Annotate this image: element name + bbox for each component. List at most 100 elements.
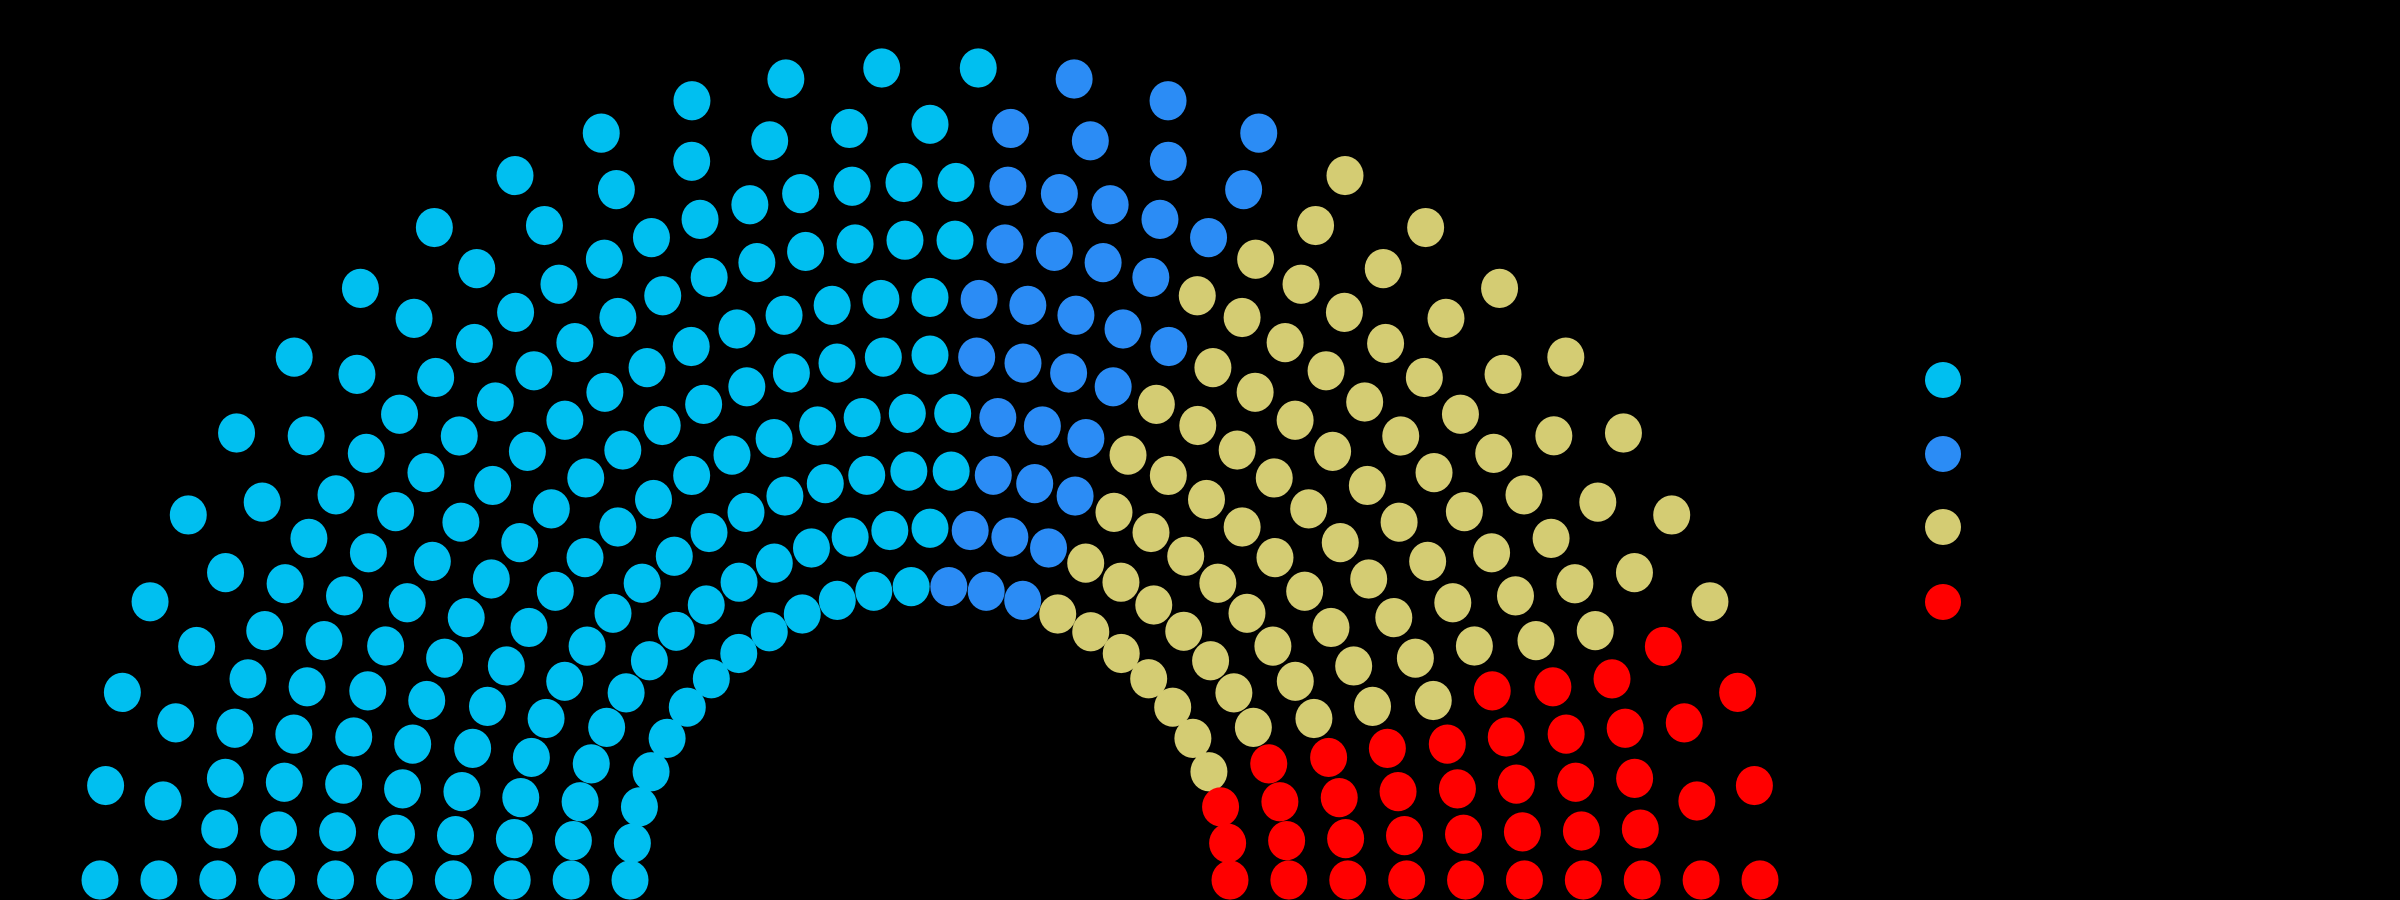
legend-item-party-2[interactable]	[1925, 434, 1989, 474]
seat[interactable]	[1261, 782, 1299, 822]
seat[interactable]	[755, 543, 793, 583]
seat[interactable]	[1368, 728, 1406, 768]
seat[interactable]	[468, 686, 506, 726]
seat[interactable]	[1223, 297, 1261, 338]
seat[interactable]	[1653, 495, 1691, 535]
seat[interactable]	[830, 108, 868, 149]
seat[interactable]	[426, 638, 464, 678]
seat[interactable]	[582, 113, 620, 153]
seat[interactable]	[765, 295, 803, 335]
seat[interactable]	[1445, 814, 1483, 854]
seat[interactable]	[508, 431, 546, 472]
seat[interactable]	[338, 354, 376, 394]
seat[interactable]	[992, 108, 1030, 149]
seat[interactable]	[1314, 431, 1352, 472]
legend-item-party-3[interactable]	[1925, 507, 1989, 547]
seat[interactable]	[673, 81, 711, 121]
seat[interactable]	[681, 199, 719, 240]
seat[interactable]	[556, 322, 594, 363]
seat[interactable]	[766, 476, 804, 516]
seat[interactable]	[632, 218, 670, 258]
seat[interactable]	[1535, 416, 1573, 456]
seat[interactable]	[515, 351, 553, 391]
seat[interactable]	[1286, 571, 1324, 611]
seat[interactable]	[1414, 680, 1452, 721]
seat[interactable]	[871, 510, 909, 551]
seat[interactable]	[199, 860, 237, 900]
seat[interactable]	[1505, 475, 1543, 515]
seat[interactable]	[1380, 502, 1418, 542]
seat[interactable]	[140, 860, 178, 900]
seat[interactable]	[1312, 607, 1350, 648]
seat[interactable]	[951, 510, 989, 551]
seat[interactable]	[1517, 621, 1555, 661]
seat[interactable]	[1367, 323, 1405, 364]
seat[interactable]	[1071, 121, 1109, 161]
seat[interactable]	[1132, 512, 1170, 553]
seat[interactable]	[1067, 418, 1105, 459]
seat[interactable]	[1250, 744, 1288, 784]
seat[interactable]	[341, 268, 379, 308]
seat[interactable]	[1149, 455, 1187, 496]
seat[interactable]	[1178, 276, 1216, 316]
seat[interactable]	[1320, 777, 1358, 818]
seat[interactable]	[1348, 465, 1386, 506]
seat[interactable]	[1150, 326, 1188, 367]
seat[interactable]	[546, 400, 584, 440]
seat[interactable]	[607, 673, 645, 713]
seat[interactable]	[1154, 687, 1192, 727]
seat[interactable]	[668, 687, 706, 727]
seat[interactable]	[1276, 400, 1314, 440]
seat[interactable]	[1346, 382, 1384, 422]
seat[interactable]	[1691, 582, 1729, 622]
seat[interactable]	[1415, 453, 1453, 493]
seat[interactable]	[207, 553, 245, 593]
seat[interactable]	[447, 597, 485, 638]
seat[interactable]	[436, 815, 474, 856]
seat[interactable]	[1665, 703, 1703, 743]
seat[interactable]	[720, 562, 758, 602]
seat[interactable]	[930, 566, 968, 607]
seat[interactable]	[833, 166, 871, 206]
seat[interactable]	[1335, 646, 1373, 686]
seat[interactable]	[554, 821, 592, 861]
seat[interactable]	[1735, 765, 1773, 806]
seat[interactable]	[229, 659, 267, 699]
seat[interactable]	[395, 298, 433, 339]
seat[interactable]	[455, 323, 493, 364]
seat[interactable]	[1644, 626, 1682, 667]
seat[interactable]	[1067, 543, 1105, 583]
seat[interactable]	[727, 492, 765, 533]
legend-item-party-1[interactable]	[1925, 360, 1989, 400]
seat[interactable]	[974, 455, 1012, 495]
seat[interactable]	[588, 707, 626, 748]
seat[interactable]	[718, 309, 756, 349]
seat[interactable]	[934, 393, 972, 434]
seat[interactable]	[394, 724, 432, 764]
seat[interactable]	[496, 155, 534, 196]
seat[interactable]	[1268, 821, 1306, 861]
seat[interactable]	[1236, 372, 1274, 412]
seat[interactable]	[1606, 708, 1644, 748]
seat[interactable]	[1407, 207, 1445, 248]
seat[interactable]	[911, 508, 949, 548]
seat[interactable]	[305, 621, 343, 661]
seat[interactable]	[959, 48, 997, 88]
seat[interactable]	[751, 121, 789, 161]
seat[interactable]	[1364, 249, 1402, 289]
seat[interactable]	[472, 559, 510, 599]
seat[interactable]	[585, 239, 623, 279]
seat[interactable]	[1484, 354, 1522, 394]
seat[interactable]	[1040, 174, 1078, 214]
seat[interactable]	[178, 626, 216, 667]
seat[interactable]	[347, 433, 385, 474]
seat[interactable]	[888, 393, 926, 434]
seat[interactable]	[474, 465, 512, 506]
seat[interactable]	[986, 224, 1024, 264]
seat[interactable]	[1473, 671, 1511, 711]
seat[interactable]	[843, 398, 881, 438]
seat[interactable]	[685, 384, 723, 424]
seat[interactable]	[532, 489, 570, 529]
seat[interactable]	[1719, 672, 1757, 713]
seat[interactable]	[1057, 295, 1095, 335]
